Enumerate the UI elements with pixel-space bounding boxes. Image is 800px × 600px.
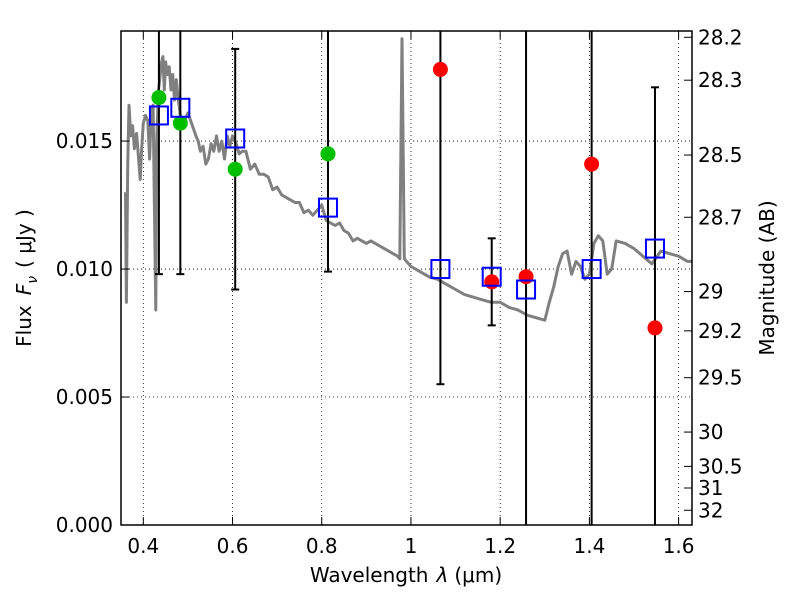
y-axis-title-unit: ( μJy ) bbox=[12, 209, 36, 268]
model-flux-square bbox=[516, 279, 537, 300]
nondetection-point bbox=[518, 269, 534, 285]
plot-frame bbox=[120, 30, 693, 526]
y-axis-title-text: Flux bbox=[12, 305, 36, 347]
detected-point bbox=[151, 90, 167, 106]
y2-tick-label: 28.2 bbox=[698, 25, 743, 49]
y-tick-label: 0.015 bbox=[56, 129, 113, 153]
y2-tick-label: 29.5 bbox=[698, 366, 743, 390]
y2-tick-label: 28.5 bbox=[698, 143, 743, 167]
y-tick-label: 0.010 bbox=[56, 257, 113, 281]
y2-tick-label: 29.2 bbox=[698, 319, 743, 343]
x-axis-title-symbol: λ bbox=[436, 563, 449, 587]
grid-lines bbox=[121, 31, 692, 526]
x-tick-label: 1.2 bbox=[484, 534, 516, 558]
y2-tick-label: 31 bbox=[698, 476, 723, 500]
x-tick-label: 1 bbox=[405, 534, 418, 558]
y2-tick-label: 29 bbox=[698, 280, 723, 304]
nondetection-point bbox=[432, 61, 448, 77]
y2-tick-label: 30 bbox=[698, 420, 723, 444]
x-tick-label: 0.8 bbox=[306, 534, 338, 558]
nondetection-point bbox=[484, 274, 500, 290]
model-flux-square bbox=[430, 259, 451, 280]
model-flux-square bbox=[225, 128, 246, 149]
y-axis-title-subscript: ν bbox=[25, 276, 41, 284]
model-flux-square bbox=[148, 105, 169, 126]
x-axis-title: Wavelength λ (μm) bbox=[310, 563, 502, 587]
detected-point bbox=[227, 161, 243, 177]
model-sed-line bbox=[124, 37, 692, 322]
model-flux-square bbox=[481, 266, 502, 287]
x-tick-labels: 0.4 0.6 0.8 1 1.2 1.4 1.6 bbox=[127, 534, 694, 558]
nondetection-point bbox=[584, 156, 600, 172]
x-tick-label: 0.6 bbox=[217, 534, 249, 558]
y2-axis-title: Magnitude (AB) bbox=[755, 200, 779, 355]
y2-tick-label: 28.3 bbox=[698, 68, 743, 92]
tick-marks bbox=[121, 31, 692, 526]
nondetection-point bbox=[647, 320, 663, 336]
point-layer bbox=[151, 61, 663, 336]
model-flux-square bbox=[581, 259, 602, 280]
detected-point bbox=[172, 115, 188, 131]
y-axis-title: Flux Fν ( μJy ) bbox=[12, 209, 41, 347]
detected-point bbox=[320, 146, 336, 162]
y-axis-title-symbol: F bbox=[12, 283, 36, 295]
y2-tick-label: 32 bbox=[698, 498, 723, 522]
y-tick-labels: 0.000 0.005 0.010 0.015 bbox=[56, 129, 113, 537]
x-axis-title-text: Wavelength bbox=[310, 563, 429, 587]
model-flux-square bbox=[170, 97, 191, 118]
y2-tick-label: 28.7 bbox=[698, 205, 743, 229]
y-tick-label: 0.005 bbox=[56, 385, 113, 409]
model-sed-layer bbox=[124, 37, 692, 322]
y-tick-label: 0.000 bbox=[56, 513, 113, 537]
model-flux-square bbox=[644, 238, 665, 259]
x-tick-label: 0.4 bbox=[127, 534, 159, 558]
model-flux-layer bbox=[148, 97, 665, 300]
x-tick-label: 1.6 bbox=[663, 534, 695, 558]
x-axis-title-unit: (μm) bbox=[454, 563, 502, 587]
model-flux-square bbox=[317, 197, 338, 218]
y2-tick-label: 30.5 bbox=[698, 454, 743, 478]
x-tick-label: 1.4 bbox=[573, 534, 605, 558]
